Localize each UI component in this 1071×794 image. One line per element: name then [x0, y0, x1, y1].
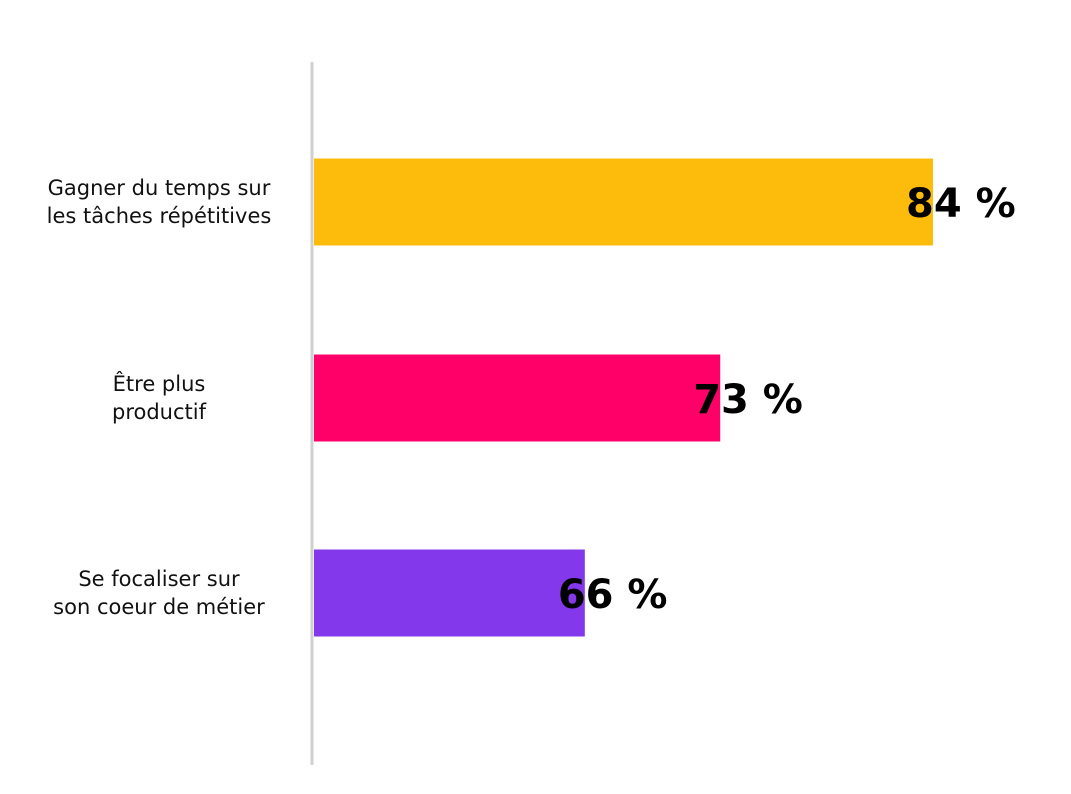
category-label-line: Gagner du temps sur	[48, 176, 271, 200]
value-label-2: 73 %	[693, 377, 803, 423]
category-label-2: Être plus productif	[112, 371, 207, 424]
category-label-line: les tâches répétitives	[47, 204, 272, 228]
bar-1	[314, 158, 933, 246]
category-label-3: Se focaliser sur son coeur de métier	[53, 567, 265, 619]
bar-3	[314, 549, 585, 637]
value-label-1: 84 %	[906, 181, 1016, 227]
category-label-line: son coeur de métier	[53, 595, 265, 619]
category-label-1: Gagner du temps sur les tâches répétitive…	[47, 176, 272, 228]
value-label-3: 66 %	[558, 572, 668, 618]
category-label-line: Être plus	[113, 371, 206, 396]
category-labels: Gagner du temps sur les tâches répétitive…	[47, 176, 272, 619]
category-label-line: Se focaliser sur	[78, 567, 240, 591]
bar-2	[314, 354, 721, 442]
value-labels: 84 % 73 % 66 %	[558, 181, 1016, 618]
bars-group	[314, 158, 933, 637]
category-label-line: productif	[112, 400, 207, 424]
